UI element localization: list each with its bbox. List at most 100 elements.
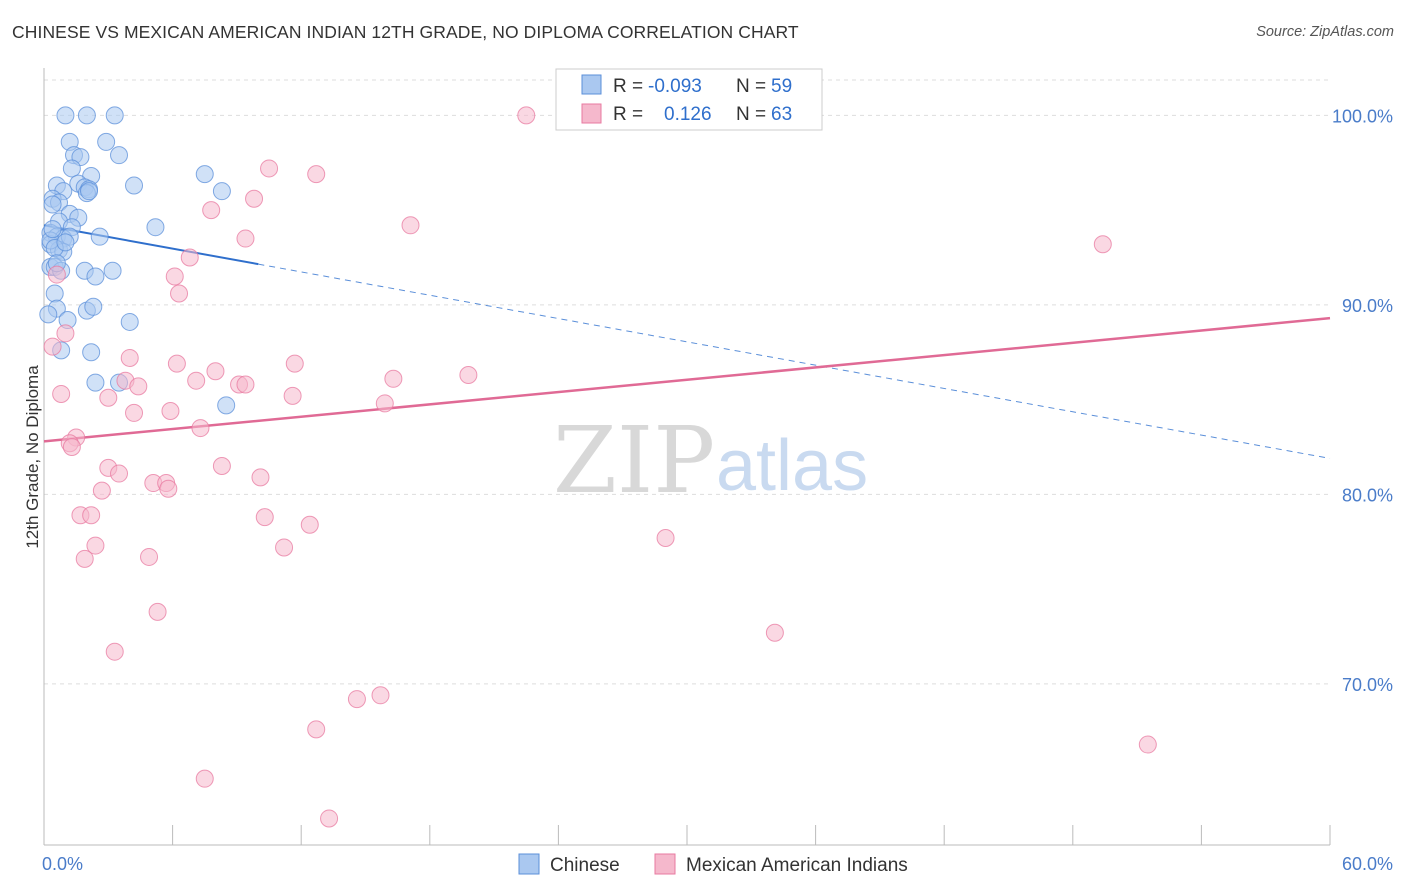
mexican-point — [206, 362, 225, 381]
mexican-point — [656, 528, 675, 547]
mexican-point — [92, 481, 111, 500]
y-tick-label: 80.0% — [1342, 485, 1393, 505]
stats-n-label-mexican: N = — [736, 104, 771, 125]
chinese-point — [43, 220, 62, 239]
chinese-point — [43, 195, 62, 214]
stats-legend-swatch-chinese — [581, 74, 602, 95]
stats-r-label-chinese: R = — [613, 76, 648, 97]
mexican-point — [110, 464, 129, 483]
mexican-point — [62, 438, 81, 457]
chinese-point — [84, 297, 103, 316]
mexican-point — [245, 189, 264, 208]
mexican-point — [212, 456, 231, 475]
mexican-point — [320, 809, 339, 828]
chart-title: CHINESE VS MEXICAN AMERICAN INDIAN 12TH … — [12, 22, 799, 42]
watermark-atlas: atlas — [716, 426, 868, 506]
chinese-point — [120, 312, 139, 331]
mexican-point — [43, 337, 62, 356]
mexican-point — [307, 165, 326, 184]
chinese-point — [217, 396, 236, 415]
chinese-point — [103, 261, 122, 280]
stats-n-value-mexican: 63 — [771, 104, 792, 125]
chinese-point — [105, 106, 124, 125]
chinese-point — [86, 373, 105, 392]
mexican-point — [765, 623, 784, 642]
y-axis-title: 12th Grade, No Diploma — [23, 365, 42, 549]
mexican-point — [165, 267, 184, 286]
mexican-point — [275, 538, 294, 557]
y-tick-label: 90.0% — [1342, 296, 1393, 316]
chinese-point — [82, 343, 101, 362]
chinese-point — [39, 305, 58, 324]
mexican-point — [47, 265, 66, 284]
chinese-point — [125, 176, 144, 195]
points-layer — [39, 106, 1157, 828]
mexican-point — [75, 549, 94, 568]
mexican-point — [384, 369, 403, 388]
chinese-point — [80, 182, 99, 201]
tick-label-layer: 70.0% 80.0% 90.0% 100.0% 0.0% 60.0% — [42, 106, 1393, 874]
mexican-point — [459, 366, 478, 385]
chinese-point — [90, 227, 109, 246]
mexican-point — [375, 394, 394, 413]
mexican-point — [191, 419, 210, 438]
mexican-point — [347, 690, 366, 709]
mexican-point — [56, 324, 75, 343]
mexican-point — [401, 216, 420, 235]
x-tick-label: 0.0% — [42, 854, 83, 874]
mexican-point — [283, 386, 302, 405]
mexican-point — [1093, 235, 1112, 254]
legend-label-chinese: Chinese — [550, 855, 620, 876]
mexican-point — [1138, 735, 1157, 754]
mexican-point — [195, 769, 214, 788]
chinese-trend-solid — [43, 224, 259, 266]
mexican-point — [120, 348, 139, 367]
mexican-point — [82, 506, 101, 525]
trend-layer — [43, 224, 1331, 459]
chinese-point — [195, 165, 214, 184]
mexican-point — [517, 106, 536, 125]
mexican-point — [260, 159, 279, 178]
mexican-point — [236, 375, 255, 394]
mexican-point — [99, 388, 118, 407]
mexican-point — [371, 686, 390, 705]
mexican-point — [125, 403, 144, 422]
chinese-point — [86, 267, 105, 286]
mexican-point — [170, 284, 189, 303]
chinese-point — [62, 159, 81, 178]
chinese-point — [110, 146, 129, 165]
stats-r-label-mexican: R = — [613, 104, 648, 125]
stats-legend-swatch-mexican — [581, 103, 602, 124]
mexican-trend-line — [43, 316, 1331, 443]
mexican-point — [140, 547, 159, 566]
mexican-point — [236, 229, 255, 248]
legend-swatch-mexican — [654, 853, 676, 875]
stats-legend: R = -0.093 N = 59 R = 0.126 N = 63 — [555, 68, 823, 131]
chinese-point — [56, 233, 75, 252]
mexican-point — [52, 384, 71, 403]
chinese-point — [77, 106, 96, 125]
chinese-trend-dashed — [258, 263, 1331, 459]
stats-r-value-mexican: 0.126 — [664, 104, 712, 125]
stats-n-label-chinese: N = — [736, 76, 771, 97]
chinese-point — [146, 218, 165, 237]
mexican-point — [187, 371, 206, 390]
watermark-zip: ZIP — [553, 407, 715, 514]
y-tick-label: 100.0% — [1332, 106, 1393, 126]
mexican-point — [161, 402, 180, 421]
mexican-point — [105, 642, 124, 661]
source-label: Source: ZipAtlas.com — [1256, 24, 1394, 40]
mexican-point — [285, 354, 304, 373]
mexican-point — [180, 248, 199, 267]
mexican-point — [129, 377, 148, 396]
mexican-point — [148, 602, 167, 621]
stats-r-value-chinese: -0.093 — [648, 76, 702, 97]
stats-n-value-chinese: 59 — [771, 76, 792, 97]
mexican-point — [202, 201, 221, 220]
y-tick-label: 70.0% — [1342, 675, 1393, 695]
mexican-point — [251, 468, 270, 487]
chinese-point — [56, 106, 75, 125]
chinese-point — [45, 284, 64, 303]
mexican-point — [159, 479, 178, 498]
